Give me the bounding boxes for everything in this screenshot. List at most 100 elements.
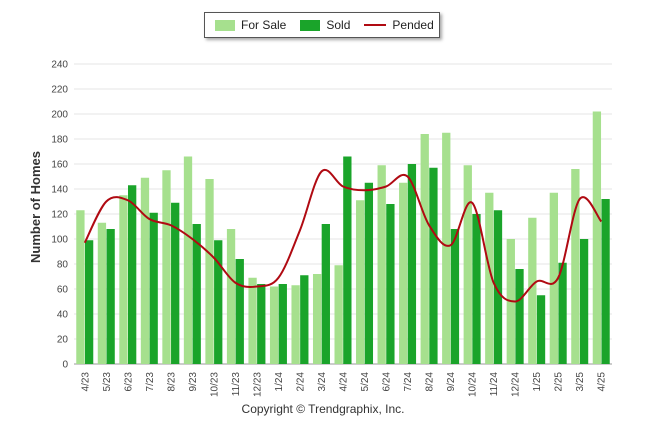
legend-label-pended: Pended [392,18,434,32]
x-tick-label: 7/24 [403,372,414,392]
legend-item-sold[interactable]: Sold [300,18,350,32]
bar-for-sale-12-23[interactable] [248,277,257,364]
bar-sold-11-23[interactable] [235,259,244,364]
bar-sold-4-24[interactable] [343,156,352,365]
bar-for-sale-11-23[interactable] [226,229,236,364]
x-tick-label: 9/24 [446,372,457,392]
bar-sold-9-24[interactable] [450,229,460,364]
bar-for-sale-4-25[interactable] [592,111,602,365]
bar-for-sale-1-25[interactable] [528,217,537,364]
x-tick-label: 3/24 [317,372,328,392]
y-tick-label: 100 [51,235,68,246]
for-sale-swatch [215,19,235,31]
x-tick-label: 5/24 [360,372,371,392]
bar-for-sale-6-23[interactable] [119,195,128,364]
y-tick-label: 140 [51,185,68,196]
bar-sold-2-24[interactable] [300,275,309,364]
bar-sold-5-23[interactable] [106,229,115,364]
x-tick-label: 11/23 [231,372,242,397]
bar-sold-3-25[interactable] [579,239,589,364]
bar-sold-7-24[interactable] [407,164,417,364]
x-tick-label: 7/23 [145,372,156,392]
pended-line-layer [83,168,603,303]
x-tick-label: 11/24 [489,372,500,397]
y-tick-label: 180 [51,135,68,146]
legend-item-for-sale[interactable]: For Sale [215,18,286,32]
legend: For Sale Sold Pended [204,12,440,38]
y-tick-label: 200 [51,110,68,121]
bar-for-sale-2-25[interactable] [549,192,558,364]
bar-for-sale-10-23[interactable] [205,179,214,364]
x-tick-label: 1/25 [532,372,543,392]
bar-sold-5-24[interactable] [364,182,374,364]
x-tick-label: 4/25 [597,372,608,392]
bar-sold-11-24[interactable] [493,210,503,364]
x-tick-label: 6/24 [382,372,393,392]
bar-for-sale-11-24[interactable] [485,192,494,364]
bars [76,111,610,365]
bar-sold-10-23[interactable] [214,240,223,364]
y-tick-label: 40 [57,310,69,321]
y-axis-label: Number of Homes [28,151,43,263]
bar-for-sale-9-24[interactable] [442,132,451,364]
bar-sold-12-24[interactable] [515,269,524,364]
x-tick-label: 2/24 [295,372,306,392]
bar-for-sale-5-23[interactable] [97,222,107,364]
bar-for-sale-1-24[interactable] [269,286,279,365]
bar-sold-9-23[interactable] [192,224,201,364]
bar-for-sale-4-23[interactable] [76,210,85,364]
copyright-text: Copyright © Trendgraphix, Inc. [241,402,405,416]
legend-label-for-sale: For Sale [241,18,287,32]
bar-sold-4-25[interactable] [601,199,610,364]
x-tick-label: 4/24 [339,372,350,392]
x-tick-label: 9/23 [188,372,199,392]
bar-for-sale-2-24[interactable] [291,285,300,364]
bar-sold-3-24[interactable] [321,224,330,364]
bar-for-sale-4-24[interactable] [334,265,343,364]
bar-sold-6-23[interactable] [128,185,137,364]
legend-label-sold: Sold [326,18,351,32]
bar-for-sale-5-24[interactable] [356,200,365,364]
bar-for-sale-6-24[interactable] [377,165,386,364]
legend-item-pended[interactable]: Pended [364,18,434,32]
bar-sold-7-23[interactable] [149,212,158,364]
x-tick-label: 4/23 [80,372,91,392]
y-tick-label: 60 [57,285,69,296]
bar-for-sale-7-23[interactable] [140,177,150,364]
bar-for-sale-8-23[interactable] [162,170,171,364]
bar-for-sale-3-25[interactable] [571,169,580,364]
bar-sold-2-25[interactable] [558,262,567,364]
y-tick-label: 220 [51,85,68,96]
bar-for-sale-9-23[interactable] [183,156,193,365]
y-axis-ticks: 0 20 40 60 80 100 120 140 160 180 200 220 240 [51,60,68,371]
pended-line[interactable] [83,168,603,303]
x-tick-label: 3/25 [575,372,586,392]
bar-sold-4-23[interactable] [84,240,94,364]
bar-for-sale-10-24[interactable] [463,165,472,364]
bar-sold-12-23[interactable] [257,284,266,364]
bar-for-sale-3-24[interactable] [312,274,322,364]
x-tick-label: 10/23 [209,372,220,397]
x-tick-label: 8/23 [166,372,177,392]
y-tick-label: 120 [51,210,68,221]
y-tick-label: 0 [62,360,68,371]
bar-sold-8-24[interactable] [429,167,438,364]
x-tick-label: 12/23 [252,372,263,397]
bar-sold-1-24[interactable] [278,284,287,364]
y-tick-label: 240 [51,60,68,71]
bar-sold-10-24[interactable] [472,214,481,364]
pended-swatch [364,24,387,26]
bar-sold-8-23[interactable] [171,202,180,364]
bar-for-sale-8-24[interactable] [420,134,429,364]
x-tick-label: 2/25 [554,372,565,392]
y-tick-label: 160 [51,160,68,171]
x-tick-label: 10/24 [468,372,479,397]
x-tick-label: 6/23 [123,372,134,392]
x-axis-ticks: 4/23 5/23 6/23 7/23 8/23 9/23 10/23 11/23 12/23 1… [80,372,607,397]
bar-sold-1-25[interactable] [536,295,546,364]
x-tick-label: 1/24 [274,372,285,392]
bar-for-sale-7-24[interactable] [399,182,408,364]
bar-sold-6-24[interactable] [386,204,395,364]
x-tick-label: 8/24 [425,372,436,392]
